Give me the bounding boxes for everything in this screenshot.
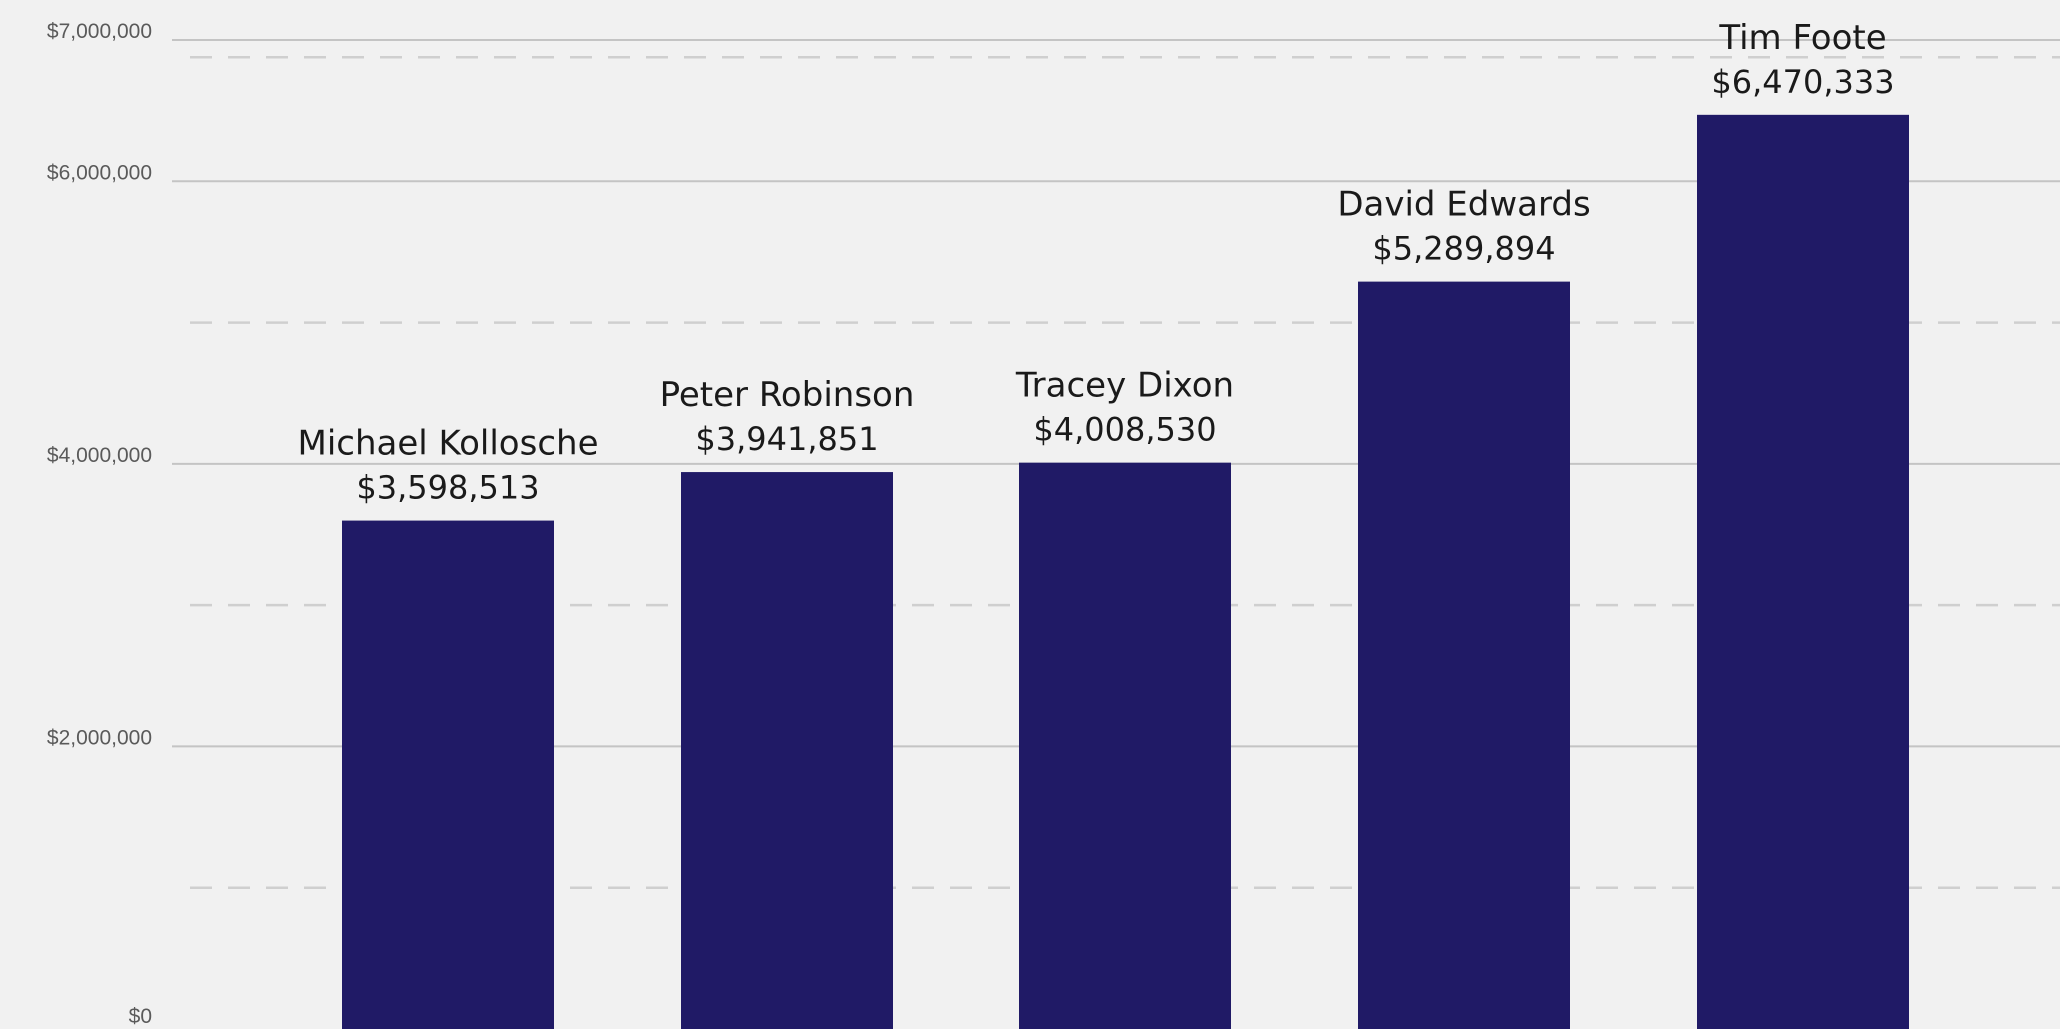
y-axis-tick-labels: $0 $2,000,000 $4,000,000 $6,000,000 $7,000,0…: [47, 20, 152, 1028]
bar-category-label: David Edwards: [1337, 185, 1590, 225]
bar-value-label: $3,941,851: [695, 420, 878, 458]
bar-labels: Michael Kollosche $3,598,513 Peter Robinso…: [297, 18, 1894, 507]
bar: [1697, 114, 1909, 1029]
y-tick-label: $4,000,000: [47, 444, 152, 467]
bar-value-label: $3,598,513: [356, 469, 539, 507]
bar-category-label: Michael Kollosche: [297, 424, 598, 464]
bar-value-label: $6,470,333: [1711, 63, 1894, 101]
y-tick-label: $7,000,000: [47, 20, 152, 43]
bar: [681, 472, 893, 1029]
bar: [1019, 462, 1231, 1029]
bar-category-label: Tracey Dixon: [1015, 366, 1234, 406]
bars: [342, 114, 1909, 1029]
y-tick-label: $6,000,000: [47, 161, 152, 184]
bar-category-label: Peter Robinson: [660, 375, 915, 415]
y-tick-label: $0: [129, 1005, 152, 1028]
y-tick-label: $2,000,000: [47, 726, 152, 749]
bar-value-label: $5,289,894: [1372, 230, 1555, 268]
bar: [342, 520, 554, 1029]
bar-category-label: Tim Foote: [1718, 18, 1886, 58]
bar: [1358, 281, 1570, 1029]
bar-value-label: $4,008,530: [1033, 411, 1216, 449]
